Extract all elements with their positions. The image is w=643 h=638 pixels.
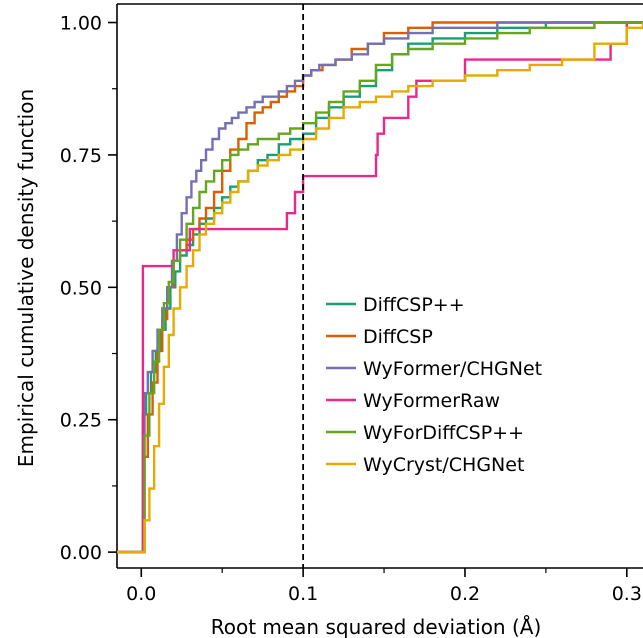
series-line-wycryst-chgnet [117, 22, 643, 554]
legend-label: WyFormer/CHGNet [363, 358, 542, 380]
x-axis-title: Root mean squared deviation (Å) [211, 615, 542, 638]
series-line-wyfordiffcsp- [117, 21, 643, 554]
y-tick-label: 1.00 [60, 13, 102, 35]
x-tick-label: 0.1 [288, 583, 318, 605]
y-tick-label: 0.00 [60, 542, 102, 564]
x-tick-label: 0.3 [612, 583, 642, 605]
x-tick-label: 0.2 [450, 583, 480, 605]
legend-label: WyForDiffCSP++ [363, 422, 524, 444]
x-axis-ticks: 0.0 0.1 0.2 0.3 [126, 568, 642, 605]
y-tick-label: 0.75 [60, 145, 102, 167]
legend-label: WyCryst/CHGNet [363, 454, 524, 476]
legend-label: WyFormerRaw [363, 390, 500, 412]
series-layer [117, 21, 643, 554]
legend-label: DiffCSP [363, 326, 433, 348]
axes-frame [116, 3, 643, 569]
legend: DiffCSP++ DiffCSP WyFormer/CHGNet WyFormerR… [326, 294, 542, 476]
y-axis-ticks: 0.00 0.25 0.50 0.75 1.00 [60, 13, 117, 564]
y-axis-title: Empirical cumulative density function [14, 89, 38, 467]
legend-label: DiffCSP++ [363, 294, 465, 316]
y-tick-label: 0.50 [60, 277, 102, 299]
x-tick-label: 0.0 [126, 583, 156, 605]
series-line-wyformerraw [117, 21, 643, 554]
series-line-wyformer-chgnet [117, 21, 643, 554]
y-tick-label: 0.25 [60, 410, 102, 432]
